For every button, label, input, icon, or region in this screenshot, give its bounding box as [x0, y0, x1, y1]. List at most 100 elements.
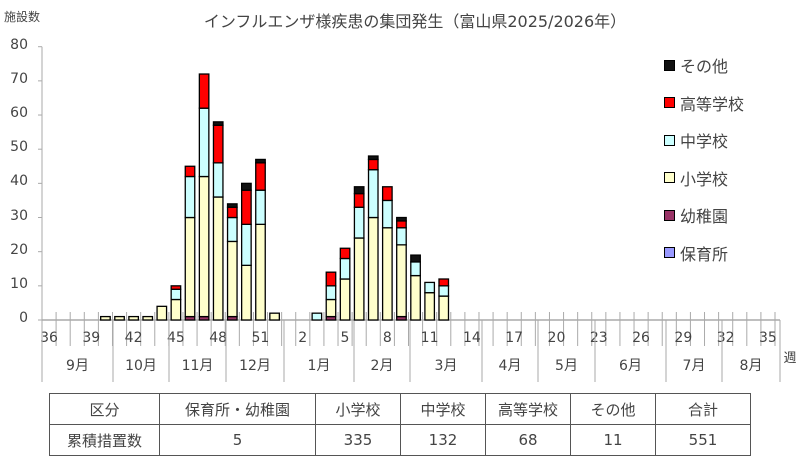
bar-segment	[311, 312, 323, 321]
bar-segment	[128, 315, 140, 321]
bar-segment	[240, 264, 252, 321]
bar-segment	[339, 257, 351, 280]
svg-text:23: 23	[590, 330, 608, 346]
bar-segment	[198, 107, 210, 178]
legend-item: 保育所	[664, 241, 728, 265]
value-other: 11	[570, 424, 656, 456]
bar-segment	[212, 196, 224, 321]
legend-item: 高等学校	[664, 91, 744, 115]
legend-label: 保育所	[680, 244, 729, 264]
bar-segment	[339, 278, 351, 321]
y-tick-label: 40	[10, 173, 28, 190]
legend-label: 中学校	[680, 132, 729, 151]
svg-text:12月: 12月	[239, 358, 271, 374]
svg-text:45: 45	[167, 330, 185, 346]
legend-label: その他	[680, 57, 729, 76]
bar-segment	[396, 220, 407, 229]
y-axis-label: 施設数	[4, 10, 41, 24]
bar-segment	[156, 305, 168, 321]
legend-item: 小学校	[664, 166, 728, 190]
svg-text:14: 14	[463, 330, 481, 346]
svg-text:2: 2	[298, 330, 307, 346]
legend-item: 幼稚園	[664, 203, 728, 227]
header-other: その他	[570, 393, 656, 425]
svg-text:8月: 8月	[740, 358, 763, 374]
bar-segment	[240, 182, 252, 191]
bar-segment	[438, 285, 450, 297]
bar-segment	[240, 189, 252, 225]
bar-segment	[255, 158, 266, 164]
bar-segment	[424, 281, 436, 294]
bar-segment	[381, 199, 393, 229]
bar-segment	[226, 203, 238, 208]
svg-text:11月: 11月	[182, 358, 214, 374]
bar-segment	[255, 223, 266, 321]
bar-segment	[255, 162, 266, 191]
bar-segment	[410, 274, 421, 321]
svg-text:6月: 6月	[619, 358, 642, 374]
y-tick-label: 80	[10, 36, 28, 53]
chart-title: インフルエンザ様疾患の集団発生（富山県2025/2026年）	[203, 12, 627, 31]
y-tick-label: 20	[10, 241, 28, 258]
bar-segment	[226, 206, 238, 219]
svg-text:51: 51	[252, 330, 270, 346]
svg-text:42: 42	[125, 330, 143, 346]
legend-item: 中学校	[664, 128, 728, 152]
svg-text:17: 17	[505, 330, 523, 346]
bar-segment	[353, 186, 365, 195]
y-tick-label: 50	[10, 139, 28, 156]
legend-label: 高等学校	[680, 94, 745, 114]
header-total: 合計	[655, 393, 751, 425]
bar-segment	[226, 240, 238, 318]
bar-segment	[353, 206, 365, 239]
svg-text:週: 週	[783, 351, 796, 366]
header-junior-high: 中学校	[400, 393, 486, 425]
svg-text:35: 35	[759, 330, 777, 346]
bar-segment	[410, 261, 421, 277]
bar-segment	[198, 73, 210, 109]
svg-text:4月: 4月	[499, 358, 522, 374]
svg-text:7月: 7月	[683, 358, 706, 374]
y-tick-label: 10	[10, 275, 28, 292]
value-elementary: 335	[315, 424, 401, 456]
svg-text:32: 32	[717, 330, 735, 346]
svg-text:5月: 5月	[555, 358, 578, 374]
bar-segment	[396, 227, 407, 246]
legend-item: その他	[664, 53, 728, 77]
bar-segment	[212, 121, 224, 126]
svg-text:29: 29	[674, 330, 692, 346]
bar-segment	[396, 244, 407, 318]
legend-swatch-icon	[664, 172, 675, 183]
value-junior-high: 132	[400, 424, 486, 456]
bar-segment	[381, 227, 393, 321]
bar-segment	[170, 288, 182, 301]
legend-swatch-icon	[664, 97, 675, 108]
bar-segment	[170, 298, 182, 321]
value-total: 551	[655, 424, 751, 456]
y-tick-label: 60	[10, 105, 28, 122]
legend-swatch-icon	[664, 209, 675, 221]
bar-segment	[212, 162, 224, 198]
legend-label: 小学校	[680, 169, 729, 189]
svg-text:10月: 10月	[125, 358, 157, 374]
svg-text:11: 11	[421, 330, 439, 346]
svg-text:8: 8	[383, 330, 392, 346]
bar-segment	[367, 155, 379, 161]
bar-segment	[396, 216, 407, 222]
summary-table: 区分 保育所・幼稚園 小学校 中学校 高等学校 その他 合計 累積措置数 5 3…	[49, 393, 751, 456]
bar-segment	[381, 186, 393, 202]
bar-segment	[142, 315, 154, 321]
bar-segment	[367, 216, 379, 321]
summary-values-row: 累積措置数 5 335 132 68 11 551	[49, 424, 751, 456]
legend-label: 幼稚園	[680, 207, 729, 226]
bar-segment	[410, 254, 421, 263]
bar-segment	[438, 278, 450, 287]
y-tick-label: 0	[19, 310, 28, 326]
svg-text:1月: 1月	[308, 358, 331, 374]
bar-segment	[212, 124, 224, 164]
bar-segment	[325, 285, 337, 301]
y-tick-label: 70	[10, 70, 28, 87]
bar-segment	[353, 192, 365, 208]
bar-segment	[198, 175, 210, 318]
